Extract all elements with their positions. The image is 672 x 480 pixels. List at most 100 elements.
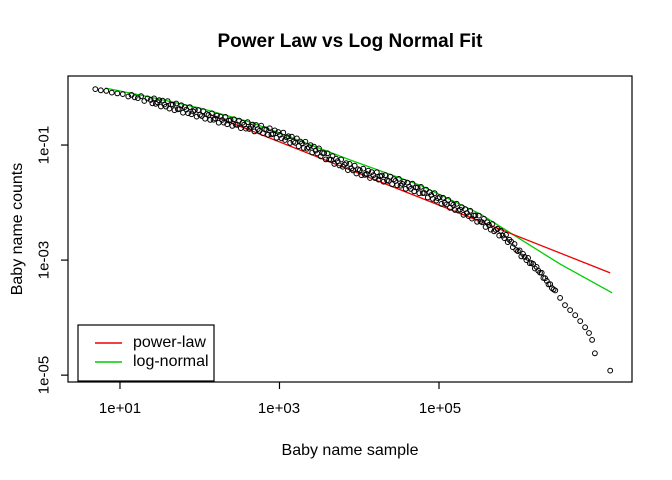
- data-point: [168, 101, 175, 108]
- data-point: [441, 200, 448, 206]
- data-point: [108, 89, 115, 96]
- data-point: [147, 97, 154, 103]
- data-point: [186, 104, 193, 110]
- data-point: [144, 95, 151, 102]
- data-point: [503, 232, 509, 238]
- plot-box: [67, 75, 633, 383]
- data-point: [190, 108, 197, 115]
- data-point: [131, 94, 138, 101]
- data-point: [472, 212, 479, 219]
- data-point: [164, 98, 171, 104]
- data-point: [538, 269, 545, 276]
- legend-label-log-normal: log-normal: [133, 353, 209, 370]
- data-point: [592, 350, 598, 357]
- data-point: [475, 212, 482, 219]
- y-tick-label-1e-05: 1e-05: [35, 355, 53, 395]
- data-point: [431, 190, 438, 197]
- data-point: [365, 167, 372, 174]
- y-tick-label-1e-01: 1e-01: [35, 125, 53, 165]
- data-point: [220, 119, 227, 126]
- data-point: [288, 133, 295, 140]
- data-point: [138, 93, 145, 100]
- y-tick-label-1e-03: 1e-03: [35, 240, 53, 280]
- data-point: [360, 165, 367, 172]
- data-point: [294, 135, 300, 142]
- data-point: [562, 302, 568, 309]
- data-point: [501, 235, 508, 242]
- data-point: [316, 145, 322, 152]
- data-point: [317, 153, 324, 160]
- data-point: [379, 172, 385, 179]
- data-point: [511, 241, 518, 247]
- data-point: [103, 88, 110, 94]
- data-point: [414, 184, 421, 191]
- data-point: [141, 98, 148, 104]
- data-point: [169, 101, 176, 108]
- data-point: [516, 247, 523, 254]
- data-point: [481, 215, 487, 222]
- data-point: [372, 175, 379, 182]
- data-point: [185, 110, 192, 117]
- data-point: [171, 107, 178, 114]
- data-point: [394, 182, 401, 189]
- data-point: [375, 176, 382, 183]
- data-point: [401, 178, 407, 185]
- data-point: [151, 95, 158, 102]
- data-point: [363, 171, 370, 177]
- data-point: [498, 227, 504, 234]
- data-point: [97, 87, 104, 94]
- data-point: [280, 129, 287, 136]
- data-point: [572, 312, 579, 319]
- data-point: [607, 367, 614, 374]
- data-point: [119, 91, 126, 97]
- data-point: [506, 236, 513, 243]
- data-point: [436, 194, 443, 201]
- data-point: [195, 107, 202, 113]
- data-point: [207, 117, 214, 123]
- data-point: [244, 119, 251, 126]
- data-point: [489, 221, 496, 227]
- data-point: [396, 176, 402, 182]
- log-normal-line: [104, 87, 613, 294]
- data-point: [209, 110, 215, 117]
- y-axis-label: Baby name counts: [9, 162, 26, 296]
- data-point: [567, 307, 573, 314]
- data-point: [222, 114, 229, 120]
- data-point: [348, 165, 355, 172]
- data-point: [299, 140, 305, 147]
- chart-title: Power Law vs Log Normal Fit: [217, 31, 483, 52]
- data-point: [114, 90, 121, 97]
- data-point: [346, 161, 353, 167]
- data-point: [351, 162, 358, 169]
- data-point: [258, 122, 265, 129]
- legend-box: [77, 324, 215, 382]
- data-point: [156, 97, 163, 104]
- data-point: [450, 201, 457, 208]
- data-point: [227, 117, 234, 123]
- data-point: [212, 115, 219, 122]
- data-point: [152, 100, 159, 107]
- data-point: [125, 93, 132, 100]
- data-point: [577, 318, 584, 325]
- data-point: [92, 86, 99, 92]
- data-point: [302, 138, 309, 145]
- data-point: [263, 126, 270, 133]
- data-point: [445, 197, 452, 203]
- data-point: [521, 254, 528, 260]
- data-point: [307, 142, 314, 149]
- data-point: [356, 167, 363, 174]
- x-tick-label-1e03: 1e+03: [257, 400, 301, 417]
- data-point: [243, 125, 249, 132]
- data-point: [440, 194, 447, 201]
- data-point: [271, 127, 278, 134]
- data-point: [589, 337, 595, 343]
- data-point: [200, 108, 207, 115]
- data-point: [370, 172, 377, 179]
- x-tick-label-1e05: 1e+05: [418, 400, 462, 417]
- data-point: [249, 121, 256, 128]
- data-point: [192, 107, 198, 113]
- data-point: [358, 172, 365, 179]
- data-point: [285, 133, 292, 140]
- data-point: [214, 112, 220, 119]
